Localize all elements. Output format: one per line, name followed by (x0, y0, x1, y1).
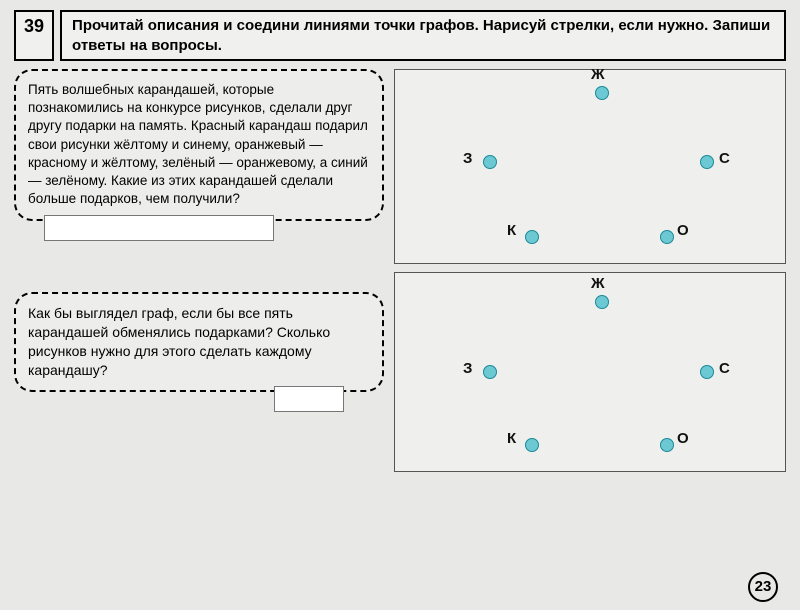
left-col-2: Как бы выглядел граф, если бы все пять к… (14, 272, 384, 412)
task-number: 39 (14, 10, 54, 61)
task-instruction: Прочитай описания и соедини линиями точк… (60, 10, 786, 61)
task-header: 39 Прочитай описания и соедини линиями т… (14, 10, 786, 61)
graph2-node-О (660, 438, 674, 452)
row-2: Как бы выглядел граф, если бы все пять к… (14, 272, 786, 472)
graph1-label-С: С (719, 150, 730, 167)
graph1-label-О: О (677, 222, 689, 239)
graph1-node-О (660, 230, 674, 244)
graph2-label-К: К (507, 430, 516, 447)
problem-text-1: Пять волшебных карандашей, которые позна… (28, 81, 370, 209)
graph-box-2: Ж З С К О (394, 272, 786, 472)
problem-bubble-2: Как бы выглядел граф, если бы все пять к… (14, 292, 384, 392)
graph1-node-З (483, 155, 497, 169)
graph1-node-К (525, 230, 539, 244)
graph1-node-С (700, 155, 714, 169)
graph1-node-Ж (595, 86, 609, 100)
row-1: Пять волшебных карандашей, которые позна… (14, 69, 786, 264)
answer-box-1[interactable] (44, 215, 274, 241)
page-number: 23 (748, 572, 778, 602)
graph2-label-С: С (719, 360, 730, 377)
graph2-node-К (525, 438, 539, 452)
problem-text-2: Как бы выглядел граф, если бы все пять к… (28, 304, 370, 380)
left-col-1: Пять волшебных карандашей, которые позна… (14, 69, 384, 245)
graph2-label-О: О (677, 430, 689, 447)
graph2-label-Ж: Ж (591, 275, 605, 292)
graph1-label-К: К (507, 222, 516, 239)
graph1-label-Ж: Ж (591, 66, 605, 83)
graph1-label-З: З (463, 150, 472, 167)
graph2-node-Ж (595, 295, 609, 309)
graph2-node-С (700, 365, 714, 379)
graph2-label-З: З (463, 360, 472, 377)
problem-bubble-1: Пять волшебных карандашей, которые позна… (14, 69, 384, 221)
graph2-node-З (483, 365, 497, 379)
graph-box-1: Ж З С К О (394, 69, 786, 264)
answer-box-2[interactable] (274, 386, 344, 412)
